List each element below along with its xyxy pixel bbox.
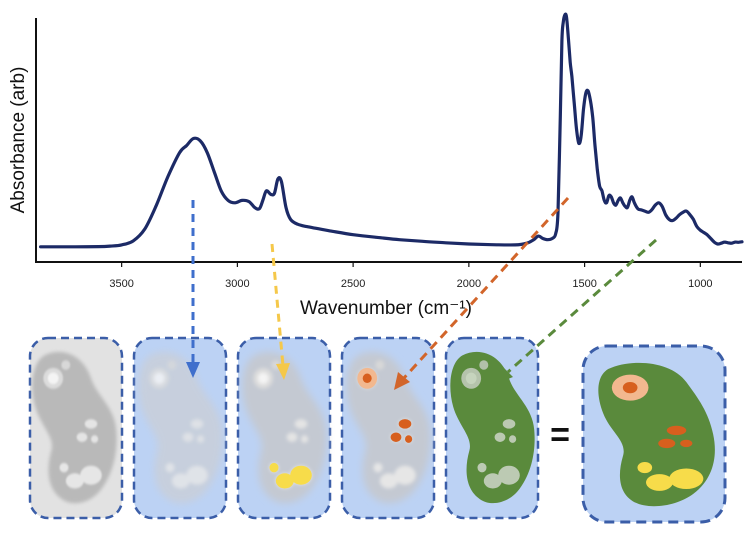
channel-arrows [186,196,657,390]
x-tick-label-3500: 3500 [109,278,133,290]
panel-2-blue-channel [132,336,228,520]
green-arrow [496,238,657,384]
panel-1-base-image [28,336,124,520]
x-tick-label-1000: 1000 [688,278,712,290]
x-tick-label-1500: 1500 [572,278,596,290]
yellow-arrow [270,243,290,380]
x-axis-title: Wavenumber (cm⁻¹) [300,298,472,319]
cell-blob-3 [242,351,327,504]
x-axis-ticks: 3500 3000 2500 2000 1500 1000 [109,262,713,290]
absorbance-spectrum-line [39,12,744,249]
orange-arrow [394,196,570,390]
panel-3-yellow-channel [236,336,332,520]
cell-blob-4 [346,351,431,504]
blue-arrow [186,200,200,378]
cell-blob-composite [598,362,715,507]
panel-4-orange-channel [340,336,436,520]
y-axis-title: Absorbance (arb) [8,67,29,214]
x-tick-label-3000: 3000 [225,278,249,290]
x-tick-label-2000: 2000 [457,278,481,290]
spectrum-chart: 3500 3000 2500 2000 1500 1000 Absorbance (arb… [8,12,744,319]
equals-sign: = [550,416,570,454]
x-tick-label-2500: 2500 [341,278,365,290]
panel-6-composite-result [581,344,727,524]
panel-5-green-channel [444,336,540,520]
